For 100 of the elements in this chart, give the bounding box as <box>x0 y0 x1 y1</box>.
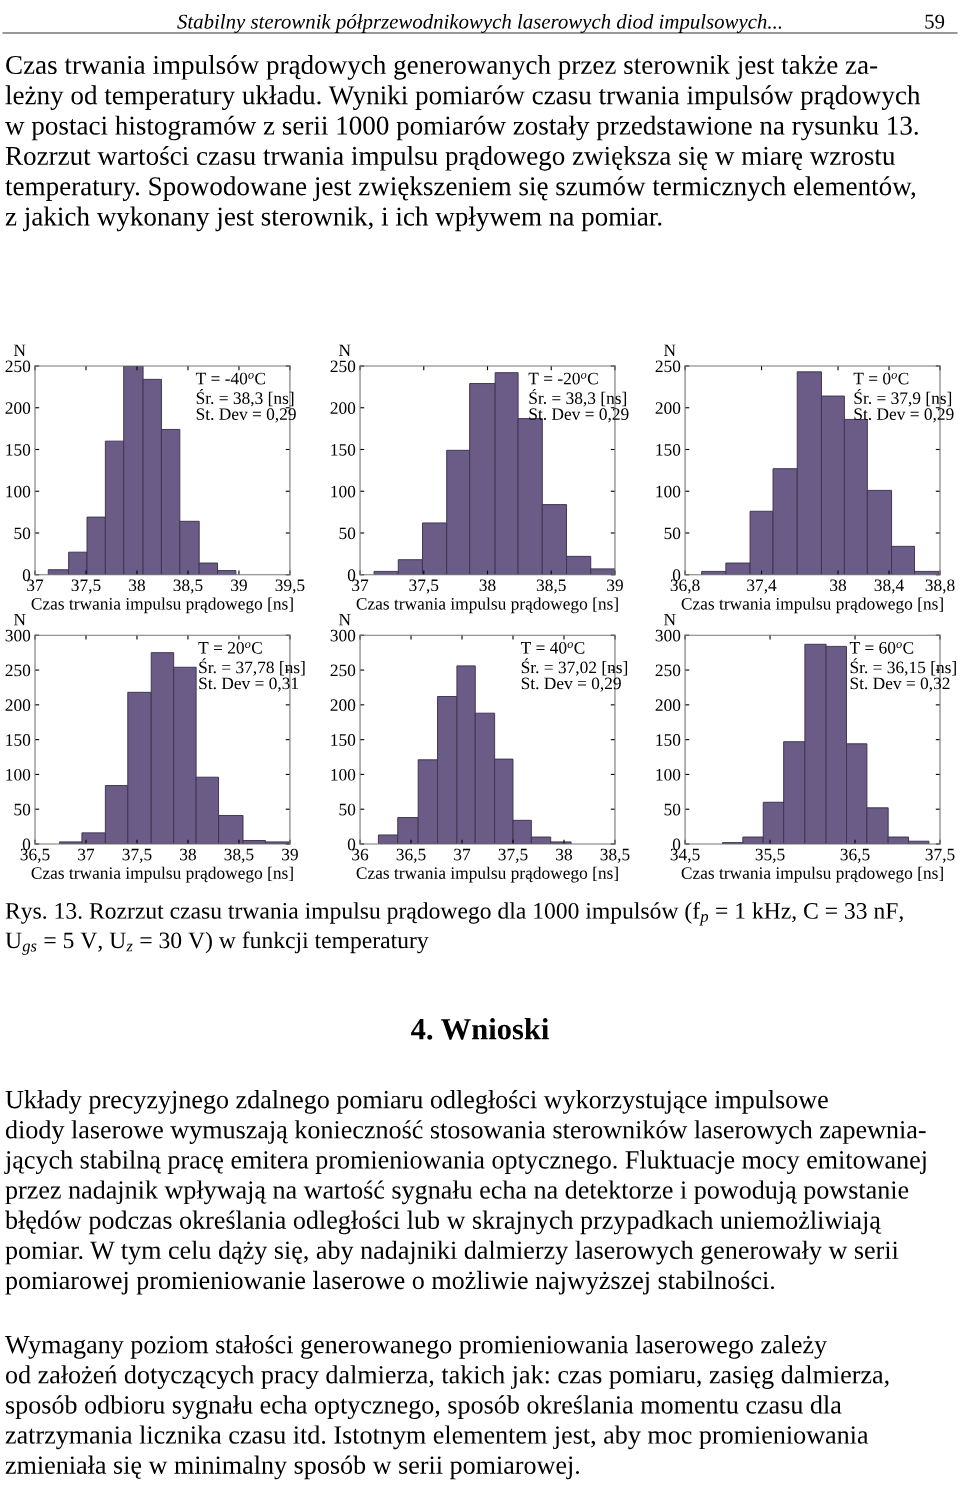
y-axis-title: N <box>13 613 26 626</box>
text: 4. Wnioski <box>411 1018 549 1040</box>
annotation: Śr. = 38,3 [ns] <box>529 388 627 407</box>
x-tick-label: 37,5 <box>925 848 955 863</box>
x-tick-label: 37 <box>454 848 471 861</box>
y-tick-label: 100 <box>6 768 31 781</box>
y-axis-title: N <box>338 344 351 357</box>
x-tick-label: 38 <box>180 848 196 861</box>
y-tick-label: 300 <box>5 629 31 642</box>
annotation: St. Dev = 0,31 <box>199 677 299 692</box>
y-axis-title: N <box>338 613 351 626</box>
y-tick-label: 300 <box>655 629 681 642</box>
y-tick-label: 50 <box>339 527 356 540</box>
y-tick-label: 150 <box>656 443 681 456</box>
x-axis-title: Czas trwania impulsu prądowego [ns] <box>681 866 943 883</box>
x-axis-title: Czas trwania impulsu prądowego [ns] <box>31 597 293 614</box>
y-tick-label: 250 <box>5 664 31 677</box>
x-tick-label: 37,5 <box>409 579 439 594</box>
annotation: Śr. = 38,3 [ns] <box>196 388 294 407</box>
x-tick-label: 38,5 <box>173 579 203 594</box>
x-tick-label: 39 <box>607 579 623 592</box>
x-tick-label: 36,5 <box>20 848 50 863</box>
x-tick-label: 35,5 <box>755 848 785 863</box>
x-tick-label: 34,5 <box>670 848 700 863</box>
x-axis-title: Czas trwania impulsu prądowego [ns] <box>31 866 293 883</box>
x-tick-label: 38,8 <box>925 579 955 594</box>
x-axis-title: Czas trwania impulsu prądowego [ns] <box>356 866 618 883</box>
annotation: T = -40$^{o}$C <box>195 372 266 385</box>
y-tick-label: 0 <box>22 569 31 581</box>
y-tick-label: 100 <box>656 485 681 498</box>
x-tick-label: 38 <box>556 848 572 861</box>
y-axis-title: N <box>664 613 676 626</box>
y-tick-label: 200 <box>5 402 31 414</box>
annotation: Śr. = 37,78 [ns] <box>199 658 305 676</box>
y-tick-label: 200 <box>330 402 356 414</box>
x-tick-label: 37,5 <box>122 848 152 863</box>
x-tick-label: 37 <box>352 579 369 592</box>
x-tick-label: 37,4 <box>747 579 777 594</box>
x-tick-label: 36,5 <box>840 848 870 863</box>
y-tick-label: 50 <box>339 803 356 816</box>
y-tick-label: 0 <box>347 569 356 581</box>
text: Stabilny sterownik półprzewodnikowych laserowych diod impulsowych... <box>177 14 782 33</box>
x-tick-label: 37 <box>27 579 44 592</box>
y-tick-label: 100 <box>6 485 31 498</box>
annotation: St. Dev = 0,29 <box>521 677 621 692</box>
y-tick-label: 250 <box>5 360 31 373</box>
x-tick-label: 37,5 <box>71 579 101 594</box>
text: Wymagany poziom stałości generowanego promieniowania laserowego zależy od założeń dotyczących pracy dalmierza, takich jak: czas pomiaru, zasięg dalmierza, sposób odbioru sygnału echa optycznego, sposób określania momentu czasu dla zatrzymania licznika czasu itd. Istotnym elementem jest, aby moc promieniowania zmieniała się w minimalny sposób w serii pomiarowej. <box>5 1335 889 1480</box>
y-tick-label: 250 <box>655 360 681 373</box>
annotation: St. Dev = 0,29 <box>854 408 954 423</box>
y-axis-title: N <box>664 344 676 357</box>
x-axis-title: Czas trwania impulsu prądowego [ns] <box>681 597 943 614</box>
annotation: T = 0$^{o}$C <box>853 372 909 385</box>
text: Rys. 13. Rozrzut czasu trwania impulsu prądowego dla 1000 impulsów (f$_{p}$ = 1 kHz, C = 33 nF, U$_{gs}$ = 5 V, U$_{z}$ = 30 V) w funkcji temperatury <box>5 902 903 955</box>
annotation: T = 40$^{o}$C <box>520 641 585 654</box>
y-tick-label: 100 <box>331 768 356 781</box>
annotation: T = -20$^{o}$C <box>528 372 598 385</box>
text: Czas trwania impulsów prądowych generowanych przez sterownik jest także za- leżny od temperatury układu. Wyniki pomiarów czasu trwania impulsów prądowych w postaci histogramów z serii 1000 pomiarów zostały przedstawione na rysunku 13. Rozrzut wartości czasu trwania impulsu prądowego zwiększa się w miarę wzrostu temperatury. Spowodowane jest zwiększeniem się szumów termicznych elementów, z jakich wykonany jest sterownik, i ich wpływem na pomiar. <box>5 55 921 232</box>
x-axis-title: Czas trwania impulsu prądowego [ns] <box>356 597 618 614</box>
annotation: Śr. = 37,02 [ns] <box>521 658 628 676</box>
x-tick-label: 38 <box>830 579 847 592</box>
text: 59 <box>925 14 945 29</box>
x-tick-label: 39,5 <box>275 579 305 594</box>
y-tick-label: 50 <box>14 803 31 816</box>
x-tick-label: 36,8 <box>670 579 700 594</box>
y-tick-label: 150 <box>331 734 356 746</box>
x-tick-label: 39 <box>282 848 298 861</box>
y-tick-label: 250 <box>330 360 356 373</box>
annotation: Śr. = 36,15 [ns] <box>850 658 956 676</box>
y-tick-label: 200 <box>5 699 31 712</box>
y-tick-label: 250 <box>655 664 681 677</box>
annotation: St. Dev = 0,32 <box>850 677 950 692</box>
x-tick-label: 37 <box>78 848 95 861</box>
x-tick-label: 38,4 <box>874 579 904 594</box>
annotation: Śr. = 37,9 [ns] <box>854 388 952 407</box>
x-tick-label: 38,5 <box>224 848 254 863</box>
y-tick-label: 0 <box>22 838 31 851</box>
y-tick-label: 100 <box>656 768 681 781</box>
y-axis-title: N <box>13 344 26 357</box>
x-tick-label: 38,5 <box>600 848 630 863</box>
y-tick-label: 300 <box>330 629 356 642</box>
annotation: T = 60$^{o}$C <box>849 641 914 654</box>
y-tick-label: 200 <box>655 699 681 712</box>
y-tick-label: 150 <box>331 443 356 456</box>
x-tick-label: 38 <box>129 579 145 592</box>
y-tick-label: 150 <box>6 443 31 456</box>
y-tick-label: 250 <box>330 664 356 677</box>
y-tick-label: 100 <box>331 485 356 498</box>
x-tick-label: 37,5 <box>498 848 528 863</box>
x-tick-label: 36,5 <box>396 848 426 863</box>
y-tick-label: 50 <box>664 803 681 816</box>
y-tick-label: 200 <box>330 699 356 712</box>
text: Układy precyzyjnego zdalnego pomiaru odległości wykorzystujące impulsowe diody laserowe wymuszają konieczność stosowania sterowników laserowych zapewnia- jących stabilną pracę emitera promieniowania optycznego. Fluktuacje mocy emitowanej przez nadajnik wpływają na wartość sygnału echa na detektorze i powodują powstanie błędów podczas określania odległości lub w skrajnych przypadkach uniemożliwiają pomiar. W tym celu dąży się, aby nadajniki dalmierzy laserowych generowały w serii pomiarowej promieniowanie laserowe o możliwie najwyższej stabilności. <box>4 1090 926 1295</box>
y-tick-label: 50 <box>14 527 31 540</box>
y-tick-label: 50 <box>664 527 681 540</box>
y-tick-label: 150 <box>6 734 31 746</box>
y-tick-label: 200 <box>655 402 681 414</box>
annotation: St. Dev = 0,29 <box>196 408 296 423</box>
annotation: St. Dev = 0,29 <box>529 408 629 423</box>
x-tick-label: 39 <box>231 579 247 592</box>
